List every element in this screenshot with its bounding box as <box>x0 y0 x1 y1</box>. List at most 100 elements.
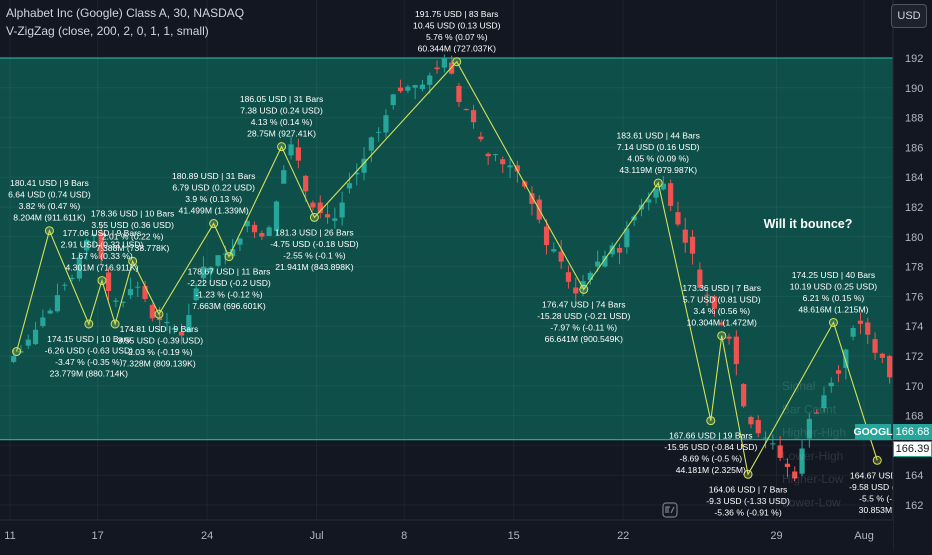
swing-label-line: 181.3 USD | 26 Bars <box>275 227 354 237</box>
candle-body <box>354 172 360 175</box>
swing-label-line: -2.55 % (-0.1 %) <box>283 250 346 260</box>
candle-body <box>668 183 674 206</box>
candle-body <box>390 94 396 106</box>
swing-label-line: -6.26 USD (-0.63 USD) <box>45 345 133 355</box>
candle-body <box>843 349 849 368</box>
candle-body <box>419 84 426 90</box>
candle-body <box>529 193 535 204</box>
swing-label-line: 167.66 USD | 19 Bars <box>669 431 752 441</box>
swing-label-line: -5.36 % (-0.91 %) <box>714 507 781 517</box>
candle-body <box>872 339 878 353</box>
currency-button[interactable]: USD <box>891 4 927 28</box>
swing-label-line: 8.204M (911.611K) <box>13 213 85 223</box>
highlight-zone <box>0 58 893 440</box>
price-tick-label: 184 <box>905 172 923 184</box>
swing-label-line: 180.89 USD | 31 Bars <box>172 171 255 181</box>
tradingview-logo-icon[interactable] <box>662 502 678 518</box>
candle-body <box>719 322 725 325</box>
swing-label-line: 164.06 USD | 7 Bars <box>709 484 788 494</box>
candle-body <box>857 320 864 324</box>
swing-label-line: -15.95 USD (-0.84 USD) <box>664 442 757 452</box>
candle-body <box>616 247 623 253</box>
candle-body <box>120 301 126 303</box>
candle-body <box>376 131 382 133</box>
swing-label-line: 7.328M (809.139K) <box>122 359 196 369</box>
swing-label-line: 164.67 USD | 28 <box>850 470 914 480</box>
candle-body <box>879 353 885 358</box>
candle-body <box>602 255 608 267</box>
indicator-title[interactable]: V-ZigZag (close, 200, 2, 0, 1, 1, small) <box>6 24 209 38</box>
time-tick-label: 8 <box>401 530 407 542</box>
candle-body <box>332 218 338 221</box>
candle-body <box>32 329 39 345</box>
swing-label-line: 180.41 USD | 9 Bars <box>10 178 89 188</box>
candle-body <box>361 158 367 173</box>
candle-body <box>792 471 798 479</box>
last-price-tag: 166.68 <box>893 424 932 440</box>
swing-label-line: 3.55 USD (0.36 USD) <box>91 220 174 230</box>
candle-body <box>733 336 739 365</box>
candle-body <box>565 272 572 282</box>
swing-label-line: 2.01 % (0.22 %) <box>102 232 164 242</box>
candle-body <box>704 294 710 296</box>
candle-body <box>178 331 185 336</box>
candle-body <box>91 234 97 237</box>
swing-label-line: 5.7 USD (0.81 USD) <box>683 295 761 305</box>
candle-body <box>127 289 134 296</box>
candle-body <box>259 233 265 237</box>
candle-body <box>149 304 155 319</box>
price-tick-label: 192 <box>905 53 923 65</box>
swing-label-line: 66.641M (900.549K) <box>545 334 623 344</box>
candle-body <box>266 227 272 236</box>
swing-label-line: 3.9 % (0.13 %) <box>185 194 242 204</box>
candle-body <box>485 153 491 157</box>
swing-label-line: 3.82 % (0.47 %) <box>19 201 81 211</box>
candle-body <box>777 445 783 458</box>
swing-label-line: 5.76 % (0.07 %) <box>426 32 488 42</box>
swing-label-line: 10.45 USD (0.13 USD) <box>413 21 501 31</box>
faded-legend-label: Lower-High <box>782 449 843 463</box>
price-tick-label: 178 <box>905 262 923 274</box>
candle-body <box>762 437 769 439</box>
price-tick-label: 162 <box>905 500 923 512</box>
candle-body <box>675 212 681 225</box>
candle-body <box>142 285 148 299</box>
candle-body <box>624 228 630 248</box>
candle-body <box>806 418 812 439</box>
candle-body <box>40 317 46 327</box>
swing-label-line: 41.499M (1.339M) <box>179 206 249 216</box>
candle-body <box>799 448 805 474</box>
price-tick-label: 182 <box>905 202 923 214</box>
candle-body <box>171 328 177 330</box>
candle-body <box>69 277 75 280</box>
candle-body <box>726 336 732 339</box>
swing-label-line: 178.36 USD | 10 Bars <box>91 209 174 219</box>
candle-body <box>463 108 469 111</box>
swing-label-line: -2.03 % (-0.19 %) <box>125 347 192 357</box>
price-tick-label: 176 <box>905 291 923 303</box>
zigzag-pivot <box>579 284 589 294</box>
time-axis-panel[interactable] <box>0 520 893 550</box>
zigzag-pivot <box>743 469 753 479</box>
annotation-text: Will it bounce? <box>764 217 853 231</box>
time-tick-label: 29 <box>770 530 782 542</box>
price-axis-panel[interactable] <box>893 0 932 550</box>
swing-label-line: 7.38 USD (0.24 USD) <box>240 106 323 116</box>
candle-body <box>244 220 250 227</box>
candle-body <box>412 85 418 88</box>
candle-body <box>543 226 550 246</box>
swing-label-line: 174.25 USD | 40 Bars <box>792 270 875 280</box>
candle-body <box>697 269 703 288</box>
candle-body <box>646 199 652 203</box>
price-tick-label: 174 <box>905 321 923 333</box>
swing-label-line: 4.05 % (0.09 %) <box>627 154 689 164</box>
candle-body <box>558 251 564 262</box>
candle-body <box>215 255 221 266</box>
time-tick-label: Jul <box>310 530 324 542</box>
candle-body <box>551 249 557 252</box>
candle-body <box>157 318 163 321</box>
candle-body <box>405 86 411 91</box>
swing-label-line: 178.67 USD | 11 Bars <box>188 267 271 277</box>
